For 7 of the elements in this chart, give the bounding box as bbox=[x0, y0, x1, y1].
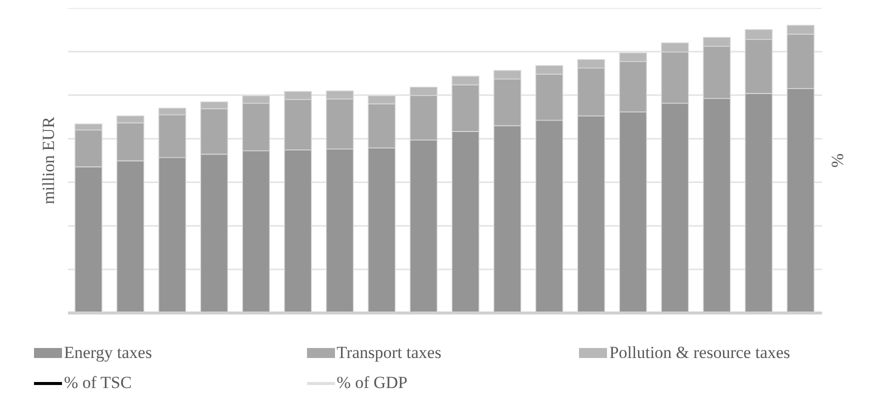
legend-label: Energy taxes bbox=[64, 343, 152, 363]
text: % of TSC bbox=[64, 373, 132, 393]
text: % of GDP bbox=[336, 373, 408, 393]
legend-label: Transport taxes bbox=[336, 343, 442, 363]
y2-axis-title: % bbox=[828, 153, 848, 168]
y-axis-title: million EUR bbox=[39, 116, 58, 204]
legend-label: Pollution & resource taxes bbox=[609, 343, 790, 363]
